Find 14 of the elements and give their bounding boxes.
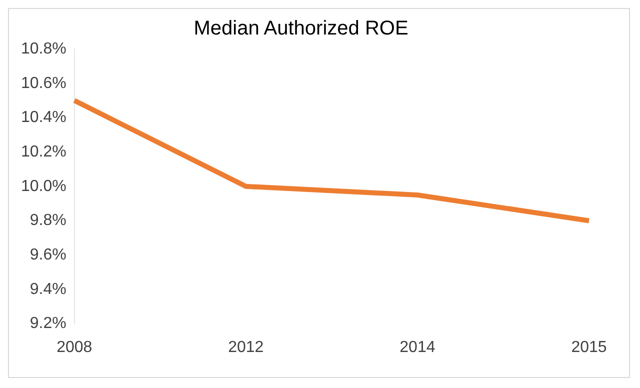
- chart-title: Median Authorized ROE: [194, 18, 408, 40]
- y-tick-label: 10.6%: [20, 74, 66, 92]
- y-tick-label: 10.8%: [20, 40, 66, 58]
- x-tick-label: 2008: [56, 338, 92, 356]
- y-tick-label: 10.0%: [20, 178, 66, 195]
- y-tick-label: 9.4%: [30, 280, 66, 298]
- y-tick-label: 10.4%: [20, 109, 66, 126]
- y-tick-label: 9.6%: [30, 246, 66, 264]
- y-tick-label: 9.8%: [30, 212, 66, 230]
- y-tick-label: 9.2%: [30, 315, 66, 332]
- x-tick-label: 2015: [571, 338, 607, 356]
- x-tick-label: 2012: [228, 338, 264, 356]
- y-tick-label: 10.2%: [20, 143, 66, 160]
- x-tick-label: 2014: [400, 338, 436, 356]
